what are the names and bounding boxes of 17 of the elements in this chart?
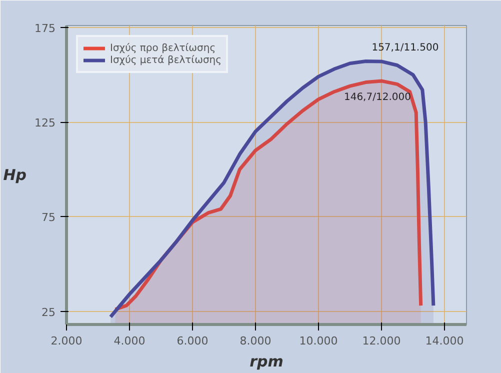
x-tick-label: 6.000 <box>176 334 208 348</box>
y-tick-label: 75 <box>42 211 56 224</box>
y-tick-label: 175 <box>34 22 56 35</box>
annotation: 146,7/12.000 <box>344 92 411 103</box>
y-tick-label: 25 <box>42 306 56 319</box>
x-tick-label: 10.000 <box>299 334 338 348</box>
x-tick-label: 2.000 <box>50 334 82 348</box>
legend-label: Ισχύς μετά βελτίωσης <box>110 54 222 66</box>
x-tick-label: 12.000 <box>362 334 401 348</box>
x-tick-label: 8.000 <box>240 334 272 348</box>
y-tick-label: 125 <box>34 116 56 130</box>
x-tick-label: 14.000 <box>425 334 464 348</box>
y-axis-title: Hp <box>3 166 27 184</box>
legend-label: Ισχύς προ βελτίωσης <box>110 42 216 54</box>
x-tick-label: 4.000 <box>114 334 146 348</box>
annotation: 157,1/11.500 <box>372 42 439 54</box>
x-axis-title: rpm <box>250 352 284 370</box>
